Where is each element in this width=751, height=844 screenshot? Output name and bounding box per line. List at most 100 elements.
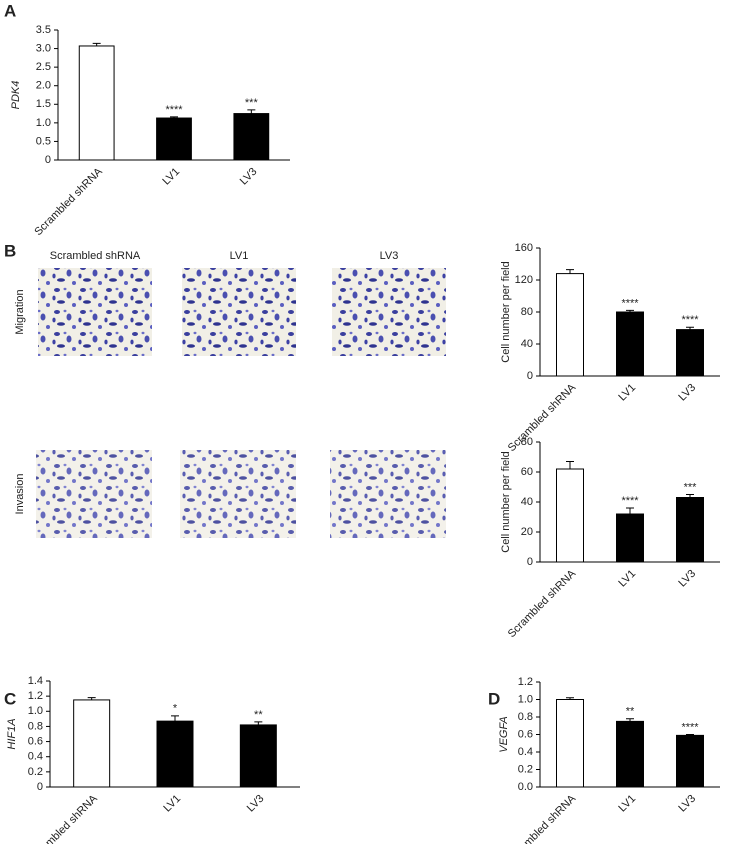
bar xyxy=(556,468,584,563)
error-bar xyxy=(92,42,101,46)
error-bar xyxy=(626,507,634,514)
y-tick-label: 1.2 xyxy=(28,690,43,702)
y-tick-label: 1.5 xyxy=(36,98,51,110)
y-tick-label: 160 xyxy=(515,242,533,254)
y-tick-label: 1.4 xyxy=(28,675,43,687)
bar xyxy=(73,699,111,788)
error-bar xyxy=(247,109,256,114)
error-bar xyxy=(171,715,179,722)
x-tick-label: LV1 xyxy=(161,793,183,815)
bar xyxy=(78,45,115,161)
significance: ** xyxy=(254,709,263,721)
y-tick-label: 0 xyxy=(527,556,533,568)
y-tick-label: 3.0 xyxy=(36,42,51,54)
y-tick-label: 1.0 xyxy=(518,693,533,705)
y-axis-label: Cell number per field xyxy=(500,451,512,553)
micrograph xyxy=(180,450,296,538)
y-axis-label: Cell number per field xyxy=(500,261,512,363)
column-label: LV3 xyxy=(380,250,399,262)
y-tick-label: 0.4 xyxy=(28,751,43,763)
bar xyxy=(676,329,704,377)
panel-letter: C xyxy=(4,689,16,708)
bar xyxy=(156,117,192,161)
y-tick-label: 0.2 xyxy=(518,763,533,775)
x-tick-label: LV3 xyxy=(238,166,260,188)
error-bar xyxy=(626,309,634,312)
y-tick-label: 60 xyxy=(521,466,533,478)
error-bar xyxy=(170,116,178,119)
panel-letter: D xyxy=(488,689,500,708)
x-tick-label: LV3 xyxy=(676,793,698,815)
y-tick-label: 0.8 xyxy=(28,720,43,732)
error-bar xyxy=(566,697,574,700)
y-tick-label: 0.0 xyxy=(518,781,533,793)
x-tick-label: Scrambled shRNA xyxy=(27,792,100,844)
error-bar xyxy=(686,494,694,498)
y-tick-label: 0.8 xyxy=(518,711,533,723)
x-tick-label: LV3 xyxy=(676,568,698,590)
y-tick-label: 120 xyxy=(515,274,533,286)
y-tick-label: 2.0 xyxy=(36,80,51,92)
significance: **** xyxy=(621,495,639,507)
significance: **** xyxy=(621,297,639,309)
y-tick-label: 0.2 xyxy=(28,766,43,778)
x-tick-label: LV1 xyxy=(616,568,638,590)
error-bar xyxy=(566,269,574,274)
y-tick-label: 20 xyxy=(521,526,533,538)
y-axis-label: VEGFA xyxy=(498,716,510,752)
bar xyxy=(556,699,584,788)
micrograph xyxy=(332,268,446,356)
y-tick-label: 1.2 xyxy=(518,676,533,688)
micrograph xyxy=(182,268,296,356)
significance: **** xyxy=(681,314,699,326)
error-bar xyxy=(686,734,694,736)
significance: **** xyxy=(165,104,183,116)
significance: ** xyxy=(626,706,635,718)
bar xyxy=(676,497,704,563)
error-bar xyxy=(566,461,574,469)
row-label: Migration xyxy=(14,289,26,334)
x-tick-label: LV3 xyxy=(245,793,267,815)
y-tick-label: 0 xyxy=(45,154,51,166)
column-label: LV1 xyxy=(230,250,249,262)
y-tick-label: 80 xyxy=(521,436,533,448)
column-label: Scrambled shRNA xyxy=(50,250,141,262)
x-tick-label: Scrambled shRNA xyxy=(506,567,579,640)
y-tick-label: 0.6 xyxy=(28,735,43,747)
bar xyxy=(233,113,270,161)
x-tick-label: Scrambled shRNA xyxy=(506,381,579,454)
significance: *** xyxy=(245,97,259,109)
error-bar xyxy=(686,326,694,330)
error-bar xyxy=(87,697,96,700)
y-tick-label: 0 xyxy=(37,781,43,793)
bar xyxy=(616,720,644,788)
micrograph xyxy=(38,268,152,356)
y-tick-label: 40 xyxy=(521,338,533,350)
bar xyxy=(239,724,277,788)
bar xyxy=(156,720,194,788)
y-tick-label: 0.5 xyxy=(36,135,51,147)
panel-letter: A xyxy=(4,1,16,20)
significance: * xyxy=(173,703,178,715)
row-label: Invasion xyxy=(14,474,26,515)
y-tick-label: 0.4 xyxy=(518,746,533,758)
y-tick-label: 80 xyxy=(521,306,533,318)
significance: **** xyxy=(681,721,699,733)
x-tick-label: LV3 xyxy=(676,382,698,404)
x-tick-label: Scrambled shRNA xyxy=(32,165,105,238)
bar xyxy=(676,734,704,788)
y-axis-label: HIF1A xyxy=(6,718,18,749)
bar xyxy=(616,311,644,377)
y-tick-label: 0.6 xyxy=(518,728,533,740)
y-tick-label: 1.0 xyxy=(28,705,43,717)
micrograph xyxy=(36,450,152,538)
y-axis-label: PDK4 xyxy=(10,81,22,110)
x-tick-label: LV1 xyxy=(160,166,182,188)
micrograph xyxy=(330,450,446,538)
y-tick-label: 3.5 xyxy=(36,24,51,36)
y-tick-label: 2.5 xyxy=(36,61,51,73)
error-bar xyxy=(626,718,634,722)
y-tick-label: 40 xyxy=(521,496,533,508)
